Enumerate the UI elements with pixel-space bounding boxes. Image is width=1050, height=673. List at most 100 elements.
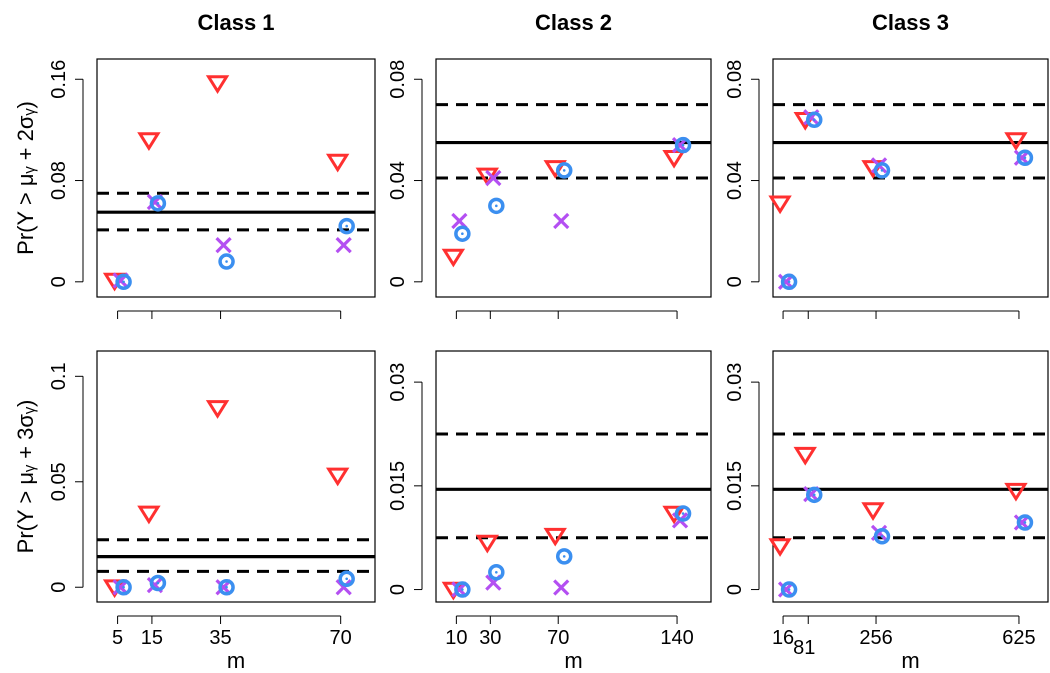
y-axis-title: Pr(Y > μᵧ + 2σᵧ) [13, 101, 38, 255]
circle-dot [122, 585, 125, 589]
cross-stroke [335, 579, 352, 596]
triangle-marker [768, 538, 792, 557]
circle-marker [873, 162, 891, 179]
circle-marker [780, 273, 798, 291]
triangle-marker [475, 534, 500, 554]
triangle-marker [662, 149, 686, 169]
triangle-marker [205, 400, 230, 419]
y-tick-label: 0.03 [387, 363, 409, 402]
cross-marker [485, 169, 502, 187]
circle-ring [780, 581, 798, 598]
x-tick-label: 5 [112, 627, 123, 649]
circle-ring [555, 162, 573, 179]
circle-ring [873, 162, 891, 179]
circle-dot [562, 555, 566, 558]
cross-stroke [335, 236, 352, 254]
cross-marker [553, 212, 570, 230]
circle-dot [1023, 521, 1027, 524]
y-tick-label: 0.08 [48, 161, 70, 200]
circle-marker [454, 581, 471, 598]
circle-ring [805, 486, 823, 504]
circle-dot [461, 588, 464, 591]
circle-ring [488, 197, 505, 215]
circle-ring [454, 581, 471, 598]
y-tick-label: 0.08 [387, 60, 409, 99]
circle-marker [454, 225, 471, 242]
circle-ring [674, 136, 692, 154]
circle-marker [488, 564, 505, 581]
circle-dot [156, 202, 160, 205]
cross-stroke [553, 579, 570, 596]
circle-ring [454, 225, 471, 242]
circle-ring [1016, 149, 1034, 166]
circle-dot [495, 204, 498, 208]
circle-marker [555, 162, 573, 179]
circle-marker [488, 197, 505, 215]
circle-dot [461, 232, 464, 236]
circle-dot [787, 280, 791, 284]
y-tick-label: 0.015 [724, 461, 746, 511]
circle-dot [562, 169, 566, 172]
x-tick-label: 16 [772, 627, 794, 649]
circle-dot [495, 570, 498, 574]
x-tick-label: 625 [1002, 627, 1035, 649]
x-axis-title: m [564, 648, 582, 673]
cross-stroke [553, 212, 570, 230]
triangle-marker [205, 75, 230, 94]
y-tick-label: 0.04 [724, 161, 746, 200]
circle-ring [873, 528, 891, 545]
plot-frame [96, 350, 376, 603]
triangle-marker [1004, 132, 1028, 151]
y-tick-label: 0 [724, 276, 746, 287]
circle-ring [149, 195, 167, 212]
circle-ring [555, 548, 573, 565]
y-tick-label: 0.1 [48, 362, 70, 390]
x-tick-label: 256 [859, 627, 892, 649]
chart-panel-3: Class 3 0 0.04 0.08 [724, 10, 1049, 319]
cross-marker [553, 579, 570, 596]
circle-ring [1016, 514, 1034, 531]
circle-ring [805, 111, 823, 129]
circle-dot [1023, 156, 1027, 160]
circle-marker [805, 486, 823, 504]
x-tick-label: 70 [547, 627, 569, 649]
x-tick-label: 30 [479, 627, 501, 649]
x-tick-label: 15 [141, 627, 163, 649]
circle-ring [780, 273, 798, 291]
triangle-marker [793, 446, 817, 466]
triangle-marker [325, 153, 350, 173]
circle-ring [338, 217, 355, 235]
circle-marker [555, 548, 573, 565]
circle-marker [115, 273, 132, 291]
circle-dot [880, 535, 884, 538]
y-tick-label: 0.05 [48, 462, 70, 501]
cross-marker [215, 236, 232, 254]
triangle-marker [137, 505, 161, 525]
triangle-marker [543, 527, 567, 547]
circle-ring [149, 574, 167, 592]
triangle-marker [768, 195, 792, 215]
circle-dot [225, 260, 228, 263]
y-tick-label: 0.015 [387, 461, 409, 511]
circle-marker [780, 581, 798, 598]
circle-dot [787, 588, 791, 591]
circle-dot [681, 512, 685, 515]
panel-title: Class 2 [535, 10, 612, 35]
cross-marker [335, 579, 352, 596]
triangle-marker [662, 505, 686, 525]
y-tick-label: 0.03 [724, 363, 746, 402]
circle-ring [488, 564, 505, 581]
x-tick-label: 70 [330, 627, 352, 649]
chart-panel-2: Class 2 0 0.04 0.08 [387, 10, 712, 319]
chart-panel-4: 5 15 35 70 m 0 0.05 0.1 Pr(Y > μᵧ + 3σᵧ) [13, 350, 376, 673]
circle-marker [218, 253, 235, 270]
y-tick-label: 0 [48, 276, 70, 287]
x-axis-title: m [901, 648, 919, 673]
circle-dot [681, 143, 685, 147]
cross-stroke [146, 576, 164, 594]
circle-marker [115, 578, 132, 596]
circle-marker [149, 195, 167, 212]
circle-marker [338, 570, 355, 588]
